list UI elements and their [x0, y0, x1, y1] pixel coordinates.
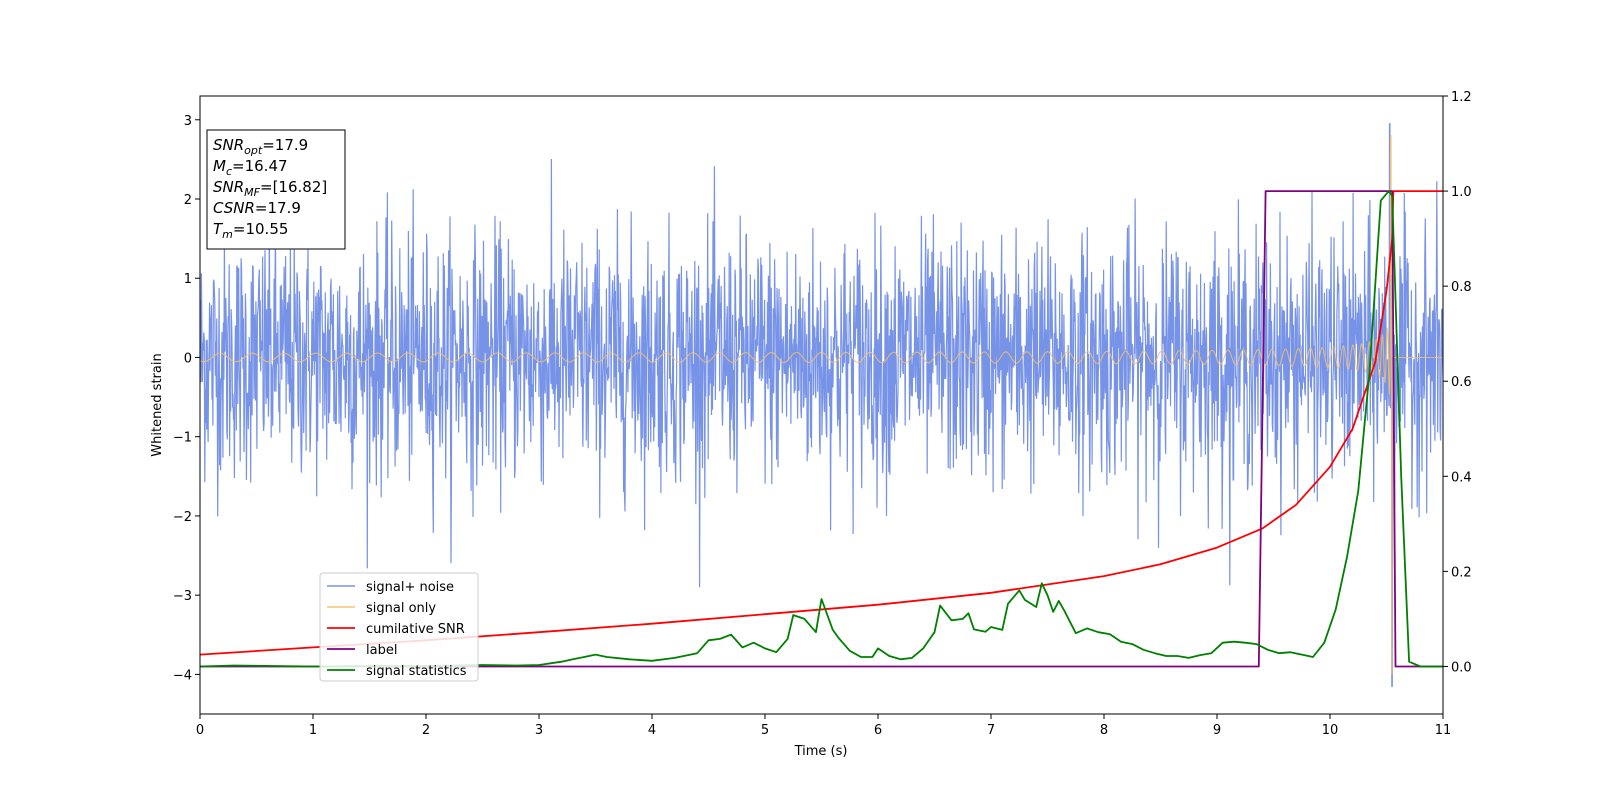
x-tick-label: 11: [1435, 723, 1452, 738]
y2-tick-label: 0.4: [1451, 470, 1472, 485]
y-tick-label: 0: [184, 351, 192, 366]
legend-label: signal only: [366, 601, 436, 616]
y2-tick-label: 0.0: [1451, 660, 1472, 675]
info-line: CSNR=17.9: [213, 199, 301, 217]
legend-label: label: [327, 643, 397, 658]
y2-tick-label: 1.2: [1451, 90, 1472, 105]
y-axis-label: Whitened strain: [150, 353, 165, 456]
info-box: SNRopt=17.9Mc=16.47SNRMF=[16.82]CSNR=17.…: [206, 129, 346, 250]
info-line: Tm=10.55: [213, 220, 288, 241]
info-line: SNRopt=17.9: [213, 136, 308, 157]
x-tick-label: 9: [1213, 723, 1221, 738]
plot-frame: [199, 95, 1444, 715]
plot-traces: [200, 123, 1443, 687]
legend-signal-only: signal only: [327, 601, 436, 616]
x-tick-label: 2: [422, 723, 430, 738]
y-tick-label: −3: [173, 589, 192, 604]
series-signal-statistics-line: [200, 190, 1443, 668]
info-line: Mc=16.47: [213, 157, 288, 178]
y-tick-label: 1: [184, 272, 192, 287]
x-axis-label: Time (s): [794, 744, 848, 759]
x-tick-label: 10: [1322, 723, 1339, 738]
x-tick-label: 3: [535, 723, 543, 738]
x-tick-label: 1: [309, 723, 317, 738]
x-tick-label: 6: [874, 723, 882, 738]
legend: signal+ noise signal only cumilative SNR la…: [319, 572, 479, 682]
y2-tick-label: 1.0: [1451, 185, 1472, 200]
series-signal-only-line: [200, 135, 1443, 675]
info-line: SNRMF=[16.82]: [213, 178, 327, 199]
x-tick-label: 4: [648, 723, 656, 738]
x-tick-label: 8: [1100, 723, 1108, 738]
series-label-line: [200, 190, 1443, 668]
series-cumulative-snr-line: [200, 190, 1443, 656]
x-tick-label: 0: [196, 723, 204, 738]
y-tick-label: −4: [173, 668, 192, 683]
legend-label: cumilative SNR: [366, 622, 465, 637]
legend-signal-noise: signal+ noise: [327, 580, 454, 595]
legend-signal-statistics: signal statistics: [327, 664, 467, 679]
legend-label: signal statistics: [366, 664, 467, 679]
x-tick-label: 5: [761, 723, 769, 738]
y-tick-label: 2: [184, 193, 192, 208]
legend-label: signal+ noise: [366, 580, 454, 595]
y-tick-label: 3: [184, 114, 192, 129]
x-axis: 0 1 2 3 4 5 6 7 8 9 10 11: [196, 714, 1451, 738]
legend-label: label: [366, 643, 397, 658]
y2-tick-label: 0.6: [1451, 375, 1472, 390]
y2-tick-label: 0.8: [1451, 280, 1472, 295]
y-tick-label: −1: [173, 431, 192, 446]
y-axis-right: 0.0 0.2 0.4 0.6 0.8 1.0 1.2: [1443, 90, 1472, 675]
y-tick-label: −2: [173, 510, 192, 525]
x-tick-label: 7: [987, 723, 995, 738]
y-axis-left: −4 −3 −2 −1 0 1 2 3: [173, 114, 200, 683]
series-signal-noise-line: [200, 123, 1443, 687]
y2-tick-label: 0.2: [1451, 565, 1472, 580]
legend-cumulative-snr: cumilative SNR: [327, 622, 465, 637]
